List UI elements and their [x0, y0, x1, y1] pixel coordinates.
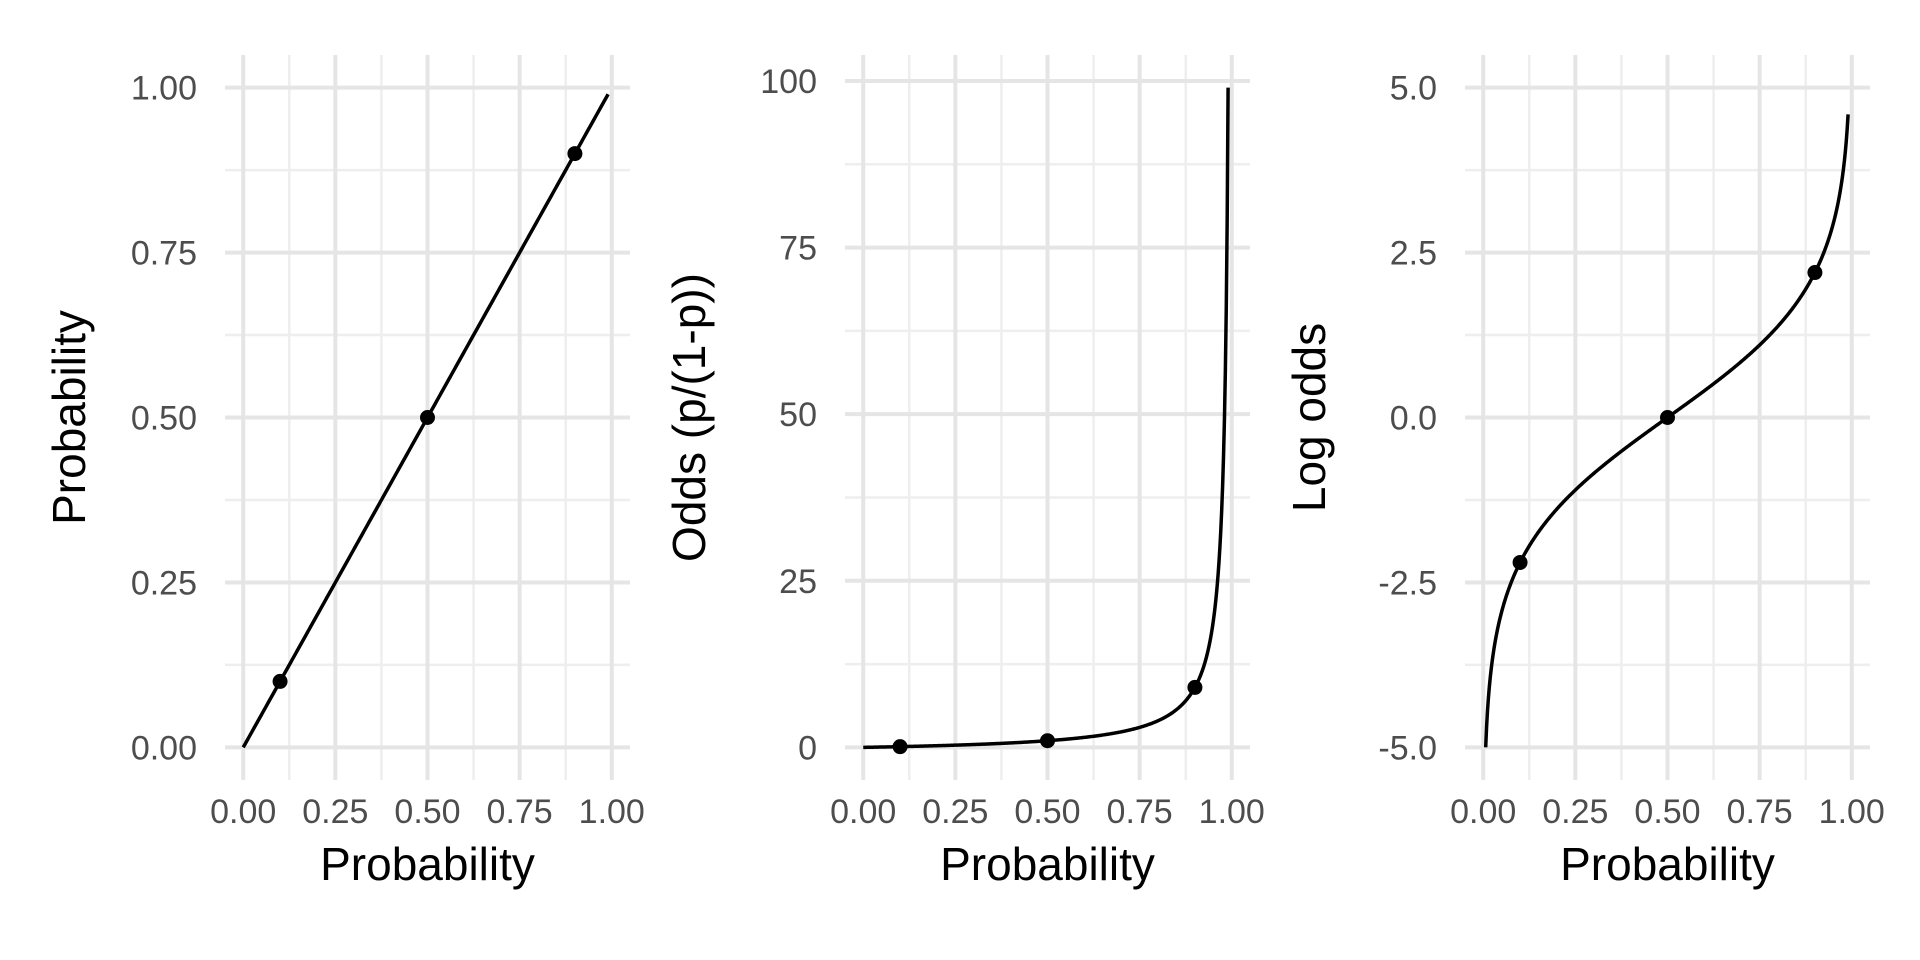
y-tick-label: 0.25	[131, 564, 197, 602]
panel-probability: 0.00 0.25 0.50 0.75 1.00 0.00 0.25 0.50 0.75 1.00…	[43, 55, 645, 890]
x-tick-label: 0.50	[1014, 793, 1080, 831]
y-axis-title: Odds (p/(1-p))	[663, 273, 715, 562]
y-tick-label: 0.50	[131, 400, 197, 438]
data-point	[1187, 679, 1203, 695]
x-tick-label: 0.25	[922, 793, 988, 831]
x-tick-label: 0.25	[302, 793, 368, 831]
y-tick-label: 0.0	[1390, 400, 1437, 438]
data-point	[567, 146, 583, 162]
x-tick-label: 1.00	[1819, 793, 1885, 831]
data-point	[1512, 554, 1528, 570]
x-tick-label: 0.00	[830, 793, 896, 831]
data-point	[1807, 265, 1823, 281]
x-axis-title: Probability	[940, 838, 1155, 890]
y-tick-label: 1.00	[131, 70, 197, 108]
x-tick-label: 1.00	[579, 793, 645, 831]
x-axis-title: Probability	[320, 838, 535, 890]
data-point	[1660, 410, 1675, 425]
y-tick-label: 0.00	[131, 729, 197, 767]
x-tick-label: 0.50	[1634, 793, 1700, 831]
y-tick-label: 5.0	[1390, 70, 1437, 108]
y-axis-title: Probability	[43, 310, 95, 525]
y-tick-label: 2.5	[1390, 235, 1437, 273]
data-point	[272, 673, 288, 689]
panel-odds: 0.00 0.25 0.50 0.75 1.00 0 25 50 75 100 Probabilit…	[663, 55, 1265, 890]
data-point	[420, 410, 435, 425]
x-tick-label: 0.25	[1542, 793, 1608, 831]
y-tick-label: 25	[779, 563, 817, 601]
y-tick-label: 75	[779, 230, 817, 268]
y-tick-label: -2.5	[1378, 564, 1437, 602]
x-tick-label: 0.75	[487, 793, 553, 831]
y-tick-label: 100	[760, 63, 817, 101]
x-tick-label: 0.75	[1727, 793, 1793, 831]
data-point	[1040, 733, 1055, 749]
x-tick-label: 0.75	[1107, 793, 1173, 831]
panel-log-odds: 0.00 0.25 0.50 0.75 1.00 -5.0 -2.5 0.0 2.5 5.0 Pro…	[1283, 55, 1885, 890]
x-axis-title: Probability	[1560, 838, 1775, 890]
y-tick-label: -5.0	[1378, 729, 1437, 767]
y-tick-label: 50	[779, 396, 817, 434]
y-tick-label: 0.75	[131, 235, 197, 273]
y-axis-title: Log odds	[1283, 323, 1335, 512]
y-tick-label: 0	[798, 729, 817, 767]
x-tick-label: 0.00	[1450, 793, 1516, 831]
x-tick-label: 0.50	[394, 793, 460, 831]
x-tick-label: 0.00	[210, 793, 276, 831]
data-point	[892, 739, 908, 755]
x-tick-label: 1.00	[1199, 793, 1265, 831]
